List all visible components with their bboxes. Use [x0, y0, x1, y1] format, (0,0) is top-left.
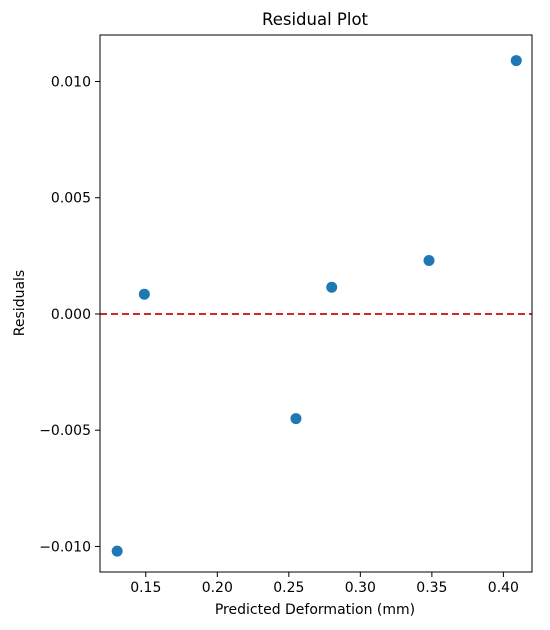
x-tick-label: 0.15 [130, 580, 161, 596]
data-point [510, 55, 522, 67]
plot-frame [99, 34, 533, 573]
x-tick-label: 0.40 [488, 580, 519, 596]
y-axis: −0.010 −0.005 0.000 0.005 0.010 [39, 74, 100, 555]
x-tick-label: 0.25 [273, 580, 304, 596]
x-axis-label: Predicted Deformation (mm) [215, 602, 415, 618]
data-point [111, 545, 123, 557]
y-axis-label: Residuals [12, 270, 28, 336]
data-point [326, 281, 338, 293]
data-point [138, 288, 150, 300]
y-tick-label: 0.000 [51, 307, 91, 323]
y-tick-label: −0.005 [39, 423, 91, 439]
y-tick-label: 0.010 [51, 74, 91, 90]
chart-title: Residual Plot [262, 10, 369, 29]
y-tick-label: −0.010 [39, 539, 91, 555]
y-tick-label: 0.005 [51, 191, 91, 207]
plot-area [100, 55, 532, 557]
data-point [290, 413, 302, 425]
x-axis: 0.15 0.20 0.25 0.30 0.35 0.40 [130, 572, 519, 596]
x-tick-label: 0.35 [416, 580, 447, 596]
x-tick-label: 0.20 [202, 580, 233, 596]
data-point [423, 254, 435, 266]
x-tick-label: 0.30 [345, 580, 376, 596]
